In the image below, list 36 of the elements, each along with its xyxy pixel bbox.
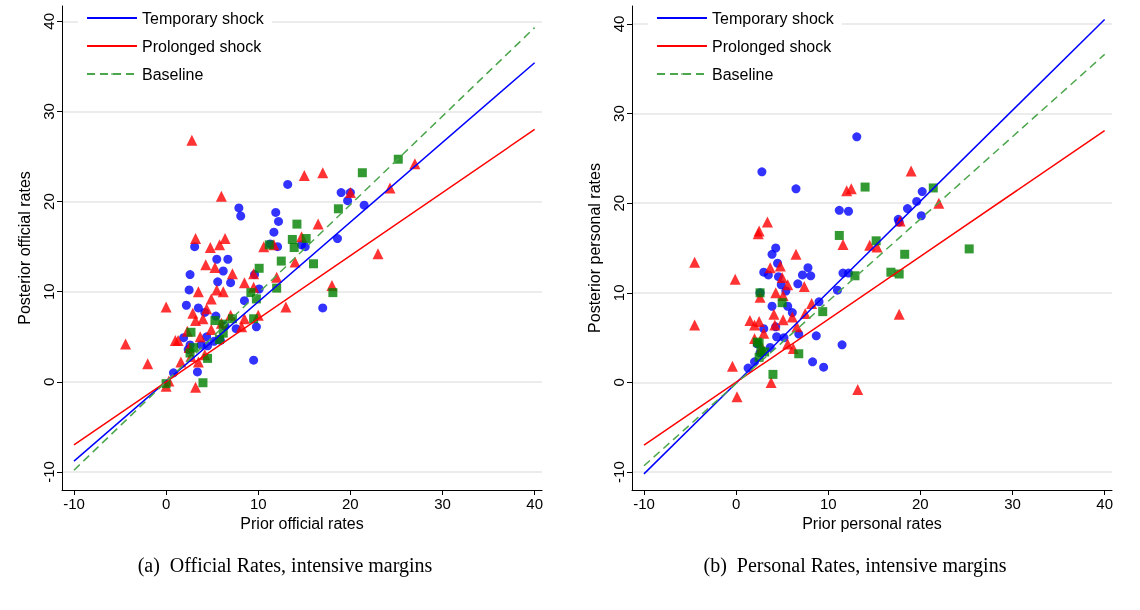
x-tick-label: 0 bbox=[731, 495, 741, 512]
legend-label: Temporary shock bbox=[142, 9, 265, 27]
y-tick-label: 30 bbox=[610, 105, 627, 122]
y-tick-label: 20 bbox=[40, 193, 57, 210]
legend-label: Prolonged shock bbox=[712, 37, 833, 55]
legend-label: Prolonged shock bbox=[142, 37, 263, 55]
x-axis-title: Prior official rates bbox=[240, 515, 364, 533]
legend-label: Temporary shock bbox=[712, 9, 835, 27]
y-tick-label: -10 bbox=[40, 461, 57, 483]
x-tick-label: 30 bbox=[434, 495, 451, 512]
x-tick-label: 40 bbox=[526, 495, 543, 512]
x-tick-label: 40 bbox=[1096, 495, 1113, 512]
y-axis-title: Posterior personal rates bbox=[585, 163, 603, 333]
y-tick-label: 30 bbox=[40, 103, 57, 120]
legend-label: Baseline bbox=[712, 65, 774, 83]
legend-label: Baseline bbox=[142, 65, 204, 83]
y-tick-label: 0 bbox=[610, 378, 627, 387]
x-tick-label: 30 bbox=[1004, 495, 1021, 512]
x-tick-label: 0 bbox=[161, 495, 171, 512]
y-tick-label: 40 bbox=[40, 12, 57, 30]
text: (a) Official Rates, intensive margins bbox=[137, 554, 433, 577]
text: (b) Personal Rates, intensive margins bbox=[703, 554, 1007, 577]
y-tick-label: -10 bbox=[610, 461, 627, 483]
x-axis-title: Prior personal rates bbox=[802, 515, 942, 533]
y-tick-label: 10 bbox=[40, 283, 57, 301]
y-tick-label: 10 bbox=[610, 284, 627, 302]
x-tick-label: -10 bbox=[633, 495, 655, 512]
y-axis-title: Posterior official rates bbox=[15, 171, 33, 325]
y-tick-label: 20 bbox=[610, 194, 627, 212]
y-tick-label: 40 bbox=[610, 15, 627, 33]
x-tick-label: 20 bbox=[342, 495, 359, 512]
x-tick-label: 20 bbox=[912, 495, 929, 512]
y-tick-label: 0 bbox=[40, 377, 57, 387]
x-tick-label: 10 bbox=[819, 495, 837, 512]
x-tick-label: -10 bbox=[63, 495, 85, 512]
x-tick-label: 10 bbox=[249, 495, 267, 512]
